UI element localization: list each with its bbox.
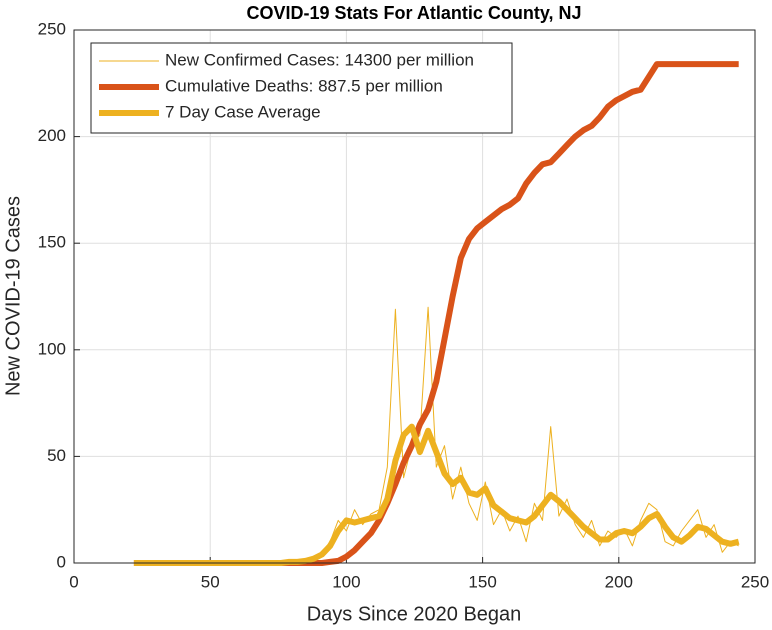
y-tick-label: 150 [38, 233, 66, 252]
y-tick-label: 100 [38, 339, 66, 358]
x-axis-label: Days Since 2020 Began [307, 603, 522, 625]
y-tick-label: 50 [47, 446, 66, 465]
x-tick-label: 150 [468, 572, 496, 591]
x-tick-label: 200 [605, 572, 633, 591]
y-tick-label: 0 [57, 552, 66, 571]
x-tick-label: 250 [741, 572, 769, 591]
legend-label: New Confirmed Cases: 14300 per million [165, 50, 474, 69]
y-tick-label: 200 [38, 126, 66, 145]
x-tick-label: 0 [69, 572, 78, 591]
chart-title: COVID-19 Stats For Atlantic County, NJ [246, 3, 581, 23]
x-tick-label: 50 [201, 572, 220, 591]
y-axis-label: New COVID-19 Cases [2, 196, 24, 396]
legend-label: Cumulative Deaths: 887.5 per million [165, 76, 443, 95]
axes-box [73, 29, 756, 564]
legend-box [90, 42, 513, 134]
legend-label: 7 Day Case Average [165, 102, 321, 121]
y-tick-label: 250 [38, 19, 66, 38]
x-tick-label: 100 [332, 572, 360, 591]
